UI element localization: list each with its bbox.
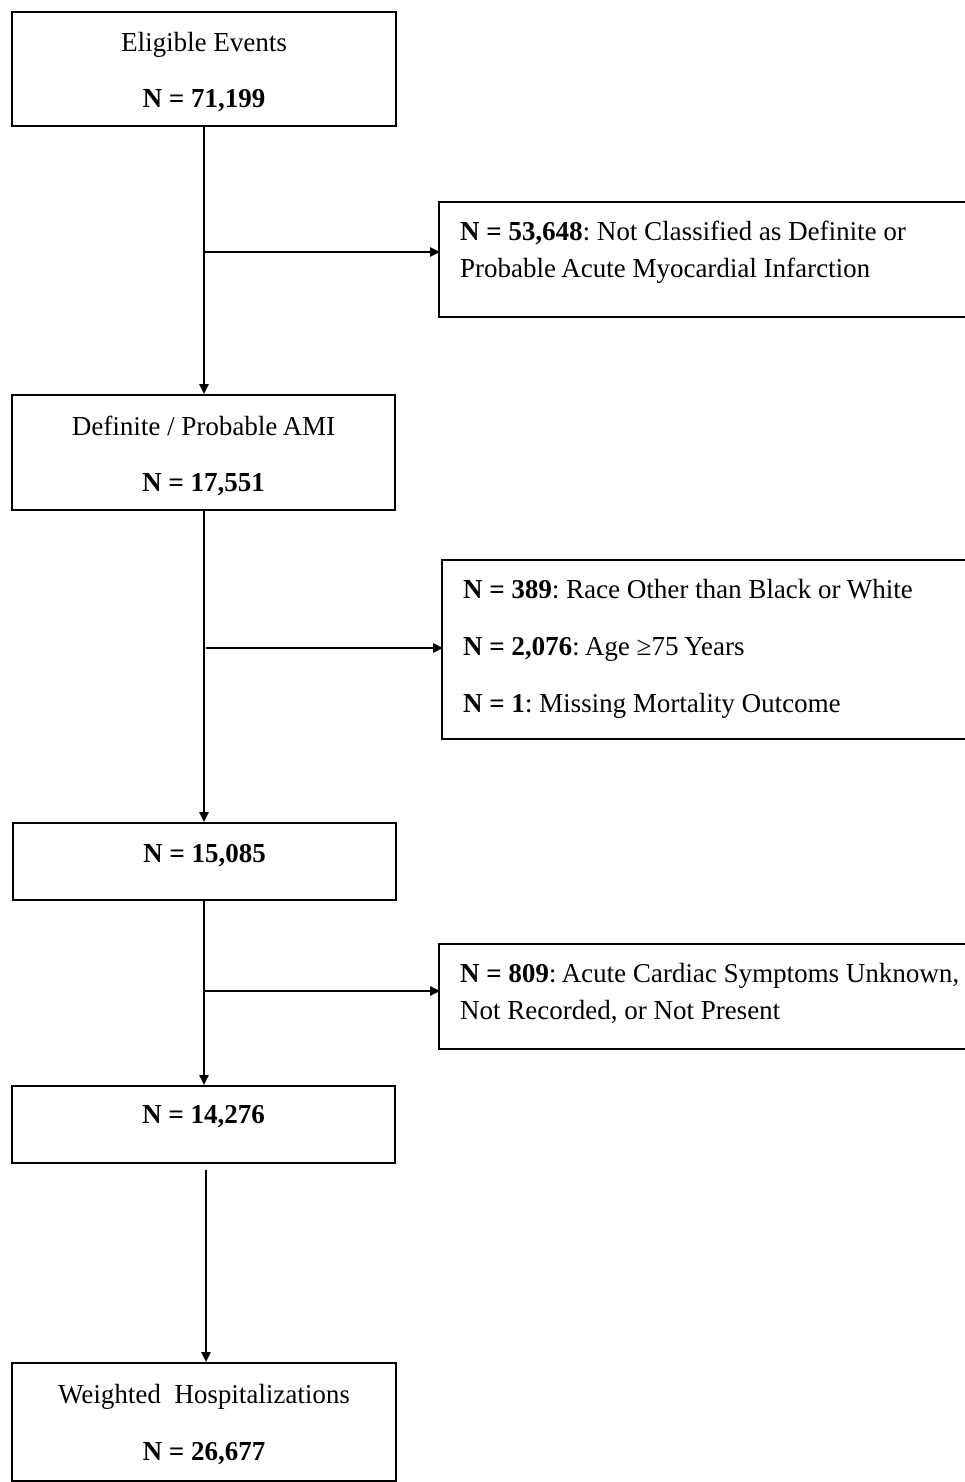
- exclusion-2-race-count: N = 389: [463, 574, 552, 604]
- exclusion-1-reason: : Not Classified as Definite or Probable…: [460, 216, 906, 283]
- exclusion-2-missing-count: N = 1: [463, 688, 525, 718]
- exclusion-2-item-age: N = 2,076: Age ≥75 Years: [463, 628, 744, 665]
- box-definite-probable-ami: Definite / Probable AMI N = 17,551: [11, 394, 396, 511]
- exclusion-3-count: N = 809: [460, 958, 549, 988]
- ami-count: N = 17,551: [142, 467, 265, 497]
- box-count-15085: N = 15,085: [12, 822, 397, 901]
- exclusion-box-cardiac-symptoms: N = 809: Acute Cardiac Symptoms Unknown,…: [438, 943, 965, 1050]
- exclusion-box-not-classified: N = 53,648: Not Classified as Definite o…: [438, 201, 965, 318]
- weighted-hospitalizations-title: Weighted Hospitalizations: [58, 1379, 350, 1409]
- exclusion-2-item-missing: N = 1: Missing Mortality Outcome: [463, 685, 841, 722]
- exclusion-2-age-reason: : Age ≥75 Years: [572, 631, 745, 661]
- exclusion-2-missing-reason: : Missing Mortality Outcome: [524, 688, 841, 718]
- box-eligible-events: Eligible Events N = 71,199: [11, 11, 397, 127]
- exclusion-3-reason: : Acute Cardiac Symptoms Unknown, Not Re…: [460, 958, 960, 1025]
- ami-title: Definite / Probable AMI: [71, 411, 336, 441]
- exclusion-2-race-reason: : Race Other than Black or White: [551, 574, 913, 604]
- exclusion-box-race-age-missing: N = 389: Race Other than Black or White …: [441, 559, 965, 740]
- eligible-events-title: Eligible Events: [121, 27, 287, 57]
- exclusion-1-count: N = 53,648: [460, 216, 583, 246]
- box-weighted-hospitalizations: Weighted Hospitalizations N = 26,677: [11, 1362, 397, 1482]
- count-15085: N = 15,085: [143, 838, 266, 868]
- eligible-events-count: N = 71,199: [142, 83, 266, 113]
- exclusion-2-item-race: N = 389: Race Other than Black or White: [463, 571, 913, 608]
- box-count-14276: N = 14,276: [11, 1085, 396, 1164]
- exclusion-2-age-count: N = 2,076: [463, 631, 573, 661]
- count-14276: N = 14,276: [142, 1099, 265, 1129]
- weighted-hospitalizations-count: N = 26,677: [142, 1436, 266, 1466]
